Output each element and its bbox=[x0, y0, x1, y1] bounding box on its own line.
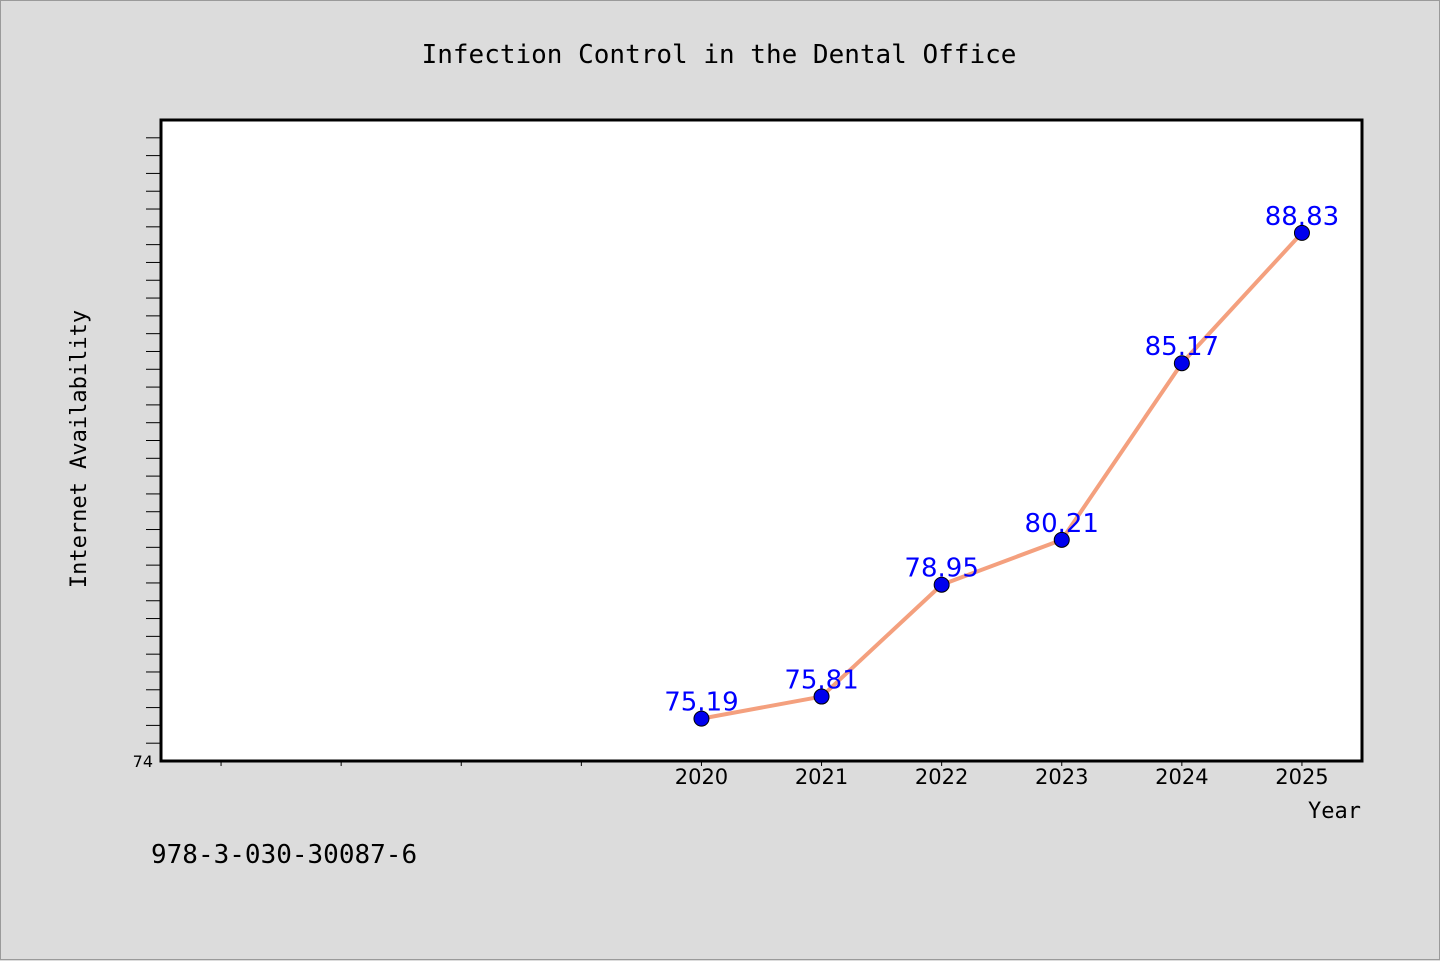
data-label: 85.17 bbox=[1145, 332, 1219, 362]
chart-title: Infection Control in the Dental Office bbox=[422, 40, 1017, 70]
x-tick-label: 2022 bbox=[915, 765, 968, 789]
y-tick-label: 74 bbox=[133, 752, 153, 771]
x-axis-label: Year bbox=[1308, 799, 1361, 824]
x-tick-label: 2024 bbox=[1155, 765, 1208, 789]
series-markers bbox=[693, 224, 1310, 727]
x-tick-label: 2020 bbox=[675, 765, 728, 789]
series-point bbox=[1053, 531, 1070, 548]
x-axis-tick-labels: 2020 2021 2022 2023 2024 2025 bbox=[675, 765, 1329, 789]
x-tick-label: 2023 bbox=[1035, 765, 1088, 789]
y-axis-tick-labels: 74 bbox=[133, 752, 153, 771]
y-axis-label: Internet Availability bbox=[67, 310, 92, 588]
series-point bbox=[693, 710, 710, 727]
x-tick-label: 2021 bbox=[795, 765, 848, 789]
isbn-footer: 978-3-030-30087-6 bbox=[151, 840, 417, 870]
series-point bbox=[1293, 224, 1310, 241]
y-axis-ticks bbox=[146, 137, 161, 744]
data-label: 78.95 bbox=[904, 554, 978, 584]
data-label: 75.19 bbox=[664, 688, 738, 718]
plot-area bbox=[159, 118, 1364, 763]
series-point bbox=[933, 576, 950, 593]
series-point bbox=[813, 688, 830, 705]
series-point bbox=[1173, 355, 1190, 372]
x-tick-label: 2025 bbox=[1275, 765, 1328, 789]
data-label: 88.83 bbox=[1265, 202, 1339, 232]
data-label: 75.81 bbox=[784, 666, 858, 696]
data-label: 80.21 bbox=[1025, 509, 1099, 539]
series-line bbox=[701, 231, 1304, 721]
x-axis-ticks bbox=[220, 761, 1303, 766]
data-labels: 75.19 75.81 78.95 80.21 85.17 88.83 bbox=[664, 202, 1339, 718]
